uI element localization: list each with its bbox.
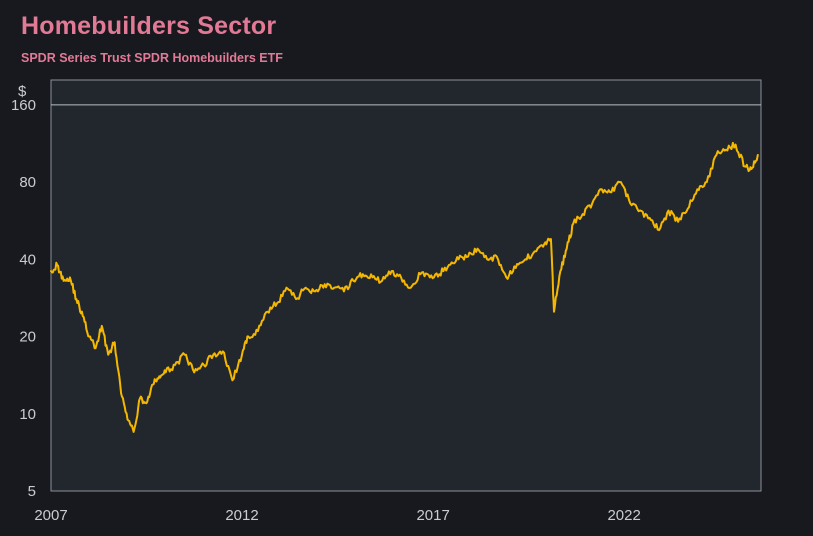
y-tick-label: 5 — [28, 483, 36, 500]
chart-title: Homebuilders Sector — [21, 12, 277, 40]
x-tick-label: 2012 — [225, 507, 258, 524]
x-tick-label: 2017 — [416, 507, 449, 524]
y-tick-label: 10 — [19, 406, 36, 423]
y-tick-label: 20 — [19, 329, 36, 346]
y-tick-label: 160 — [11, 97, 36, 114]
x-tick-label: 2022 — [607, 507, 640, 524]
x-tick-label: 2007 — [34, 507, 67, 524]
y-axis-label: $ — [18, 83, 27, 100]
y-tick-label: 80 — [19, 174, 36, 191]
y-tick-label: 40 — [19, 251, 36, 268]
chart-subtitle: SPDR Series Trust SPDR Homebuilders ETF — [21, 51, 283, 65]
series-line — [50, 141, 759, 433]
